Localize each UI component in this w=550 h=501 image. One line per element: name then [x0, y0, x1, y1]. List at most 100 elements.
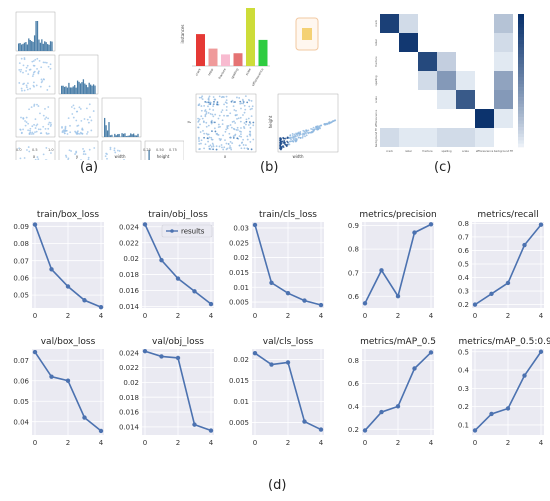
pb-xy-point — [240, 127, 242, 129]
pa-point — [81, 127, 84, 130]
pd-chart: val/obj_loss 0.014 0.016 0.018 0.02 0.022 0.02… — [119, 337, 214, 447]
pb-wh-point — [298, 134, 301, 137]
pb-bar — [258, 39, 268, 66]
pb-xy-point — [239, 100, 242, 103]
pb-xy-point — [212, 105, 215, 108]
pa-hist-bar — [32, 41, 34, 51]
pb-xy-point — [232, 135, 235, 138]
pc-row-label: spalling — [374, 75, 378, 85]
pd-ytick-label: 0.6 — [458, 247, 470, 255]
pb-xy-point — [246, 138, 249, 141]
pd-ytick-label: 0.8 — [458, 220, 469, 228]
pa-hist-bar — [117, 134, 119, 137]
pb-xy-point — [224, 139, 226, 141]
pa-point — [80, 119, 83, 122]
pb-xy-point — [243, 127, 246, 130]
pb-xy-point — [246, 147, 249, 150]
pa-cell — [58, 140, 99, 160]
pb-xy-point — [232, 137, 235, 139]
pb-wh-point — [299, 136, 302, 139]
pb-xy-point — [247, 117, 250, 120]
pd-xtick-label: 0 — [363, 439, 367, 447]
pb-bar-axis-label: instances — [180, 24, 185, 43]
pa-point — [74, 130, 77, 133]
pc-cell — [399, 33, 418, 52]
pb-scatter-label-y: y — [186, 120, 191, 123]
pa-hist-bar — [68, 82, 70, 94]
pd-data-point — [192, 422, 197, 427]
pc-colorbar-step — [518, 140, 524, 144]
pa-hist-bar — [131, 134, 133, 137]
pa-axis-label-x: x — [33, 154, 36, 159]
pa-point — [47, 132, 50, 135]
pa-point — [47, 117, 50, 120]
pb-xy-point — [249, 126, 252, 129]
pc-cell — [437, 109, 456, 128]
pb-xy-point — [203, 147, 205, 150]
pd-xtick-label: 0 — [473, 312, 477, 320]
pa-hist-bar — [90, 84, 92, 94]
pd-data-point — [65, 284, 71, 289]
pd-ytick-label: 0.4 — [458, 274, 470, 282]
caption-a: (a) — [80, 160, 99, 175]
caption-b: (b) — [260, 160, 279, 175]
pb-xy-point — [225, 142, 228, 145]
pc-cell — [399, 90, 418, 109]
pb-xy-point — [204, 100, 207, 103]
pa-point — [49, 125, 52, 127]
pa-point — [86, 131, 89, 133]
pc-cell — [399, 128, 418, 147]
pa-hist-bar — [121, 133, 123, 137]
pb-xy-point — [227, 143, 230, 145]
pa-point — [33, 123, 35, 126]
pa-point — [47, 106, 50, 108]
pa-point — [27, 73, 30, 76]
pc-cell — [456, 71, 475, 90]
pa-point — [80, 159, 82, 160]
pc-colorbar-step — [518, 83, 524, 88]
pd-ytick-label: 0.016 — [119, 287, 140, 295]
pb-xy-point — [210, 145, 213, 148]
pb-xy-point — [208, 108, 211, 111]
pb-xy-point — [203, 132, 206, 135]
pb-xy-point — [201, 95, 204, 98]
pd-chart: metrics/mAP_0.5:0.95 0.1 0.2 0.3 0.4 0.5 0 2 4 — [458, 337, 550, 447]
pb-xy-point — [225, 128, 228, 131]
pa-point — [29, 129, 31, 132]
pb-xy-point — [237, 129, 239, 131]
pb-xy-point — [239, 116, 242, 119]
pa-point — [75, 150, 78, 153]
pc-colorbar-step — [518, 43, 524, 48]
caption-d: (d) — [268, 478, 287, 493]
pa-hist-bar — [33, 35, 36, 51]
pb-wh-point — [315, 128, 318, 131]
pb-xy-point — [214, 113, 217, 116]
pc-colorbar-step — [518, 63, 524, 68]
pa-point — [26, 149, 28, 151]
pa-point — [20, 116, 22, 119]
pa-point — [67, 159, 69, 160]
pd-ytick-label: 0.09 — [13, 223, 29, 231]
pd-data-point — [522, 242, 527, 248]
pa-tick-2: 1.0 — [48, 148, 54, 152]
pa-point — [37, 105, 40, 107]
pd-chart: train/cls_loss 0.005 0.01 0.015 0.02 0.025 0.0… — [229, 210, 324, 320]
pd-data-point — [489, 411, 494, 417]
pa-point — [74, 153, 76, 155]
pb-xy-point — [223, 103, 225, 106]
pb-xy-point — [252, 121, 255, 124]
pa-point — [87, 121, 90, 124]
pb-wh-point — [285, 145, 288, 148]
pd-ytick-label: 0.01 — [233, 398, 249, 406]
pa-point — [67, 157, 70, 160]
pd-xtick-label: 4 — [539, 312, 544, 320]
pc-cell — [494, 109, 513, 128]
pa-point — [48, 121, 51, 124]
pa-point — [79, 108, 82, 110]
pa-point — [82, 148, 84, 150]
pa-point — [65, 156, 68, 158]
pa-point — [33, 70, 36, 73]
pc-col-label: rebar — [405, 149, 413, 153]
pb-wh-point — [295, 132, 297, 135]
pa-hist-bar — [88, 82, 90, 94]
